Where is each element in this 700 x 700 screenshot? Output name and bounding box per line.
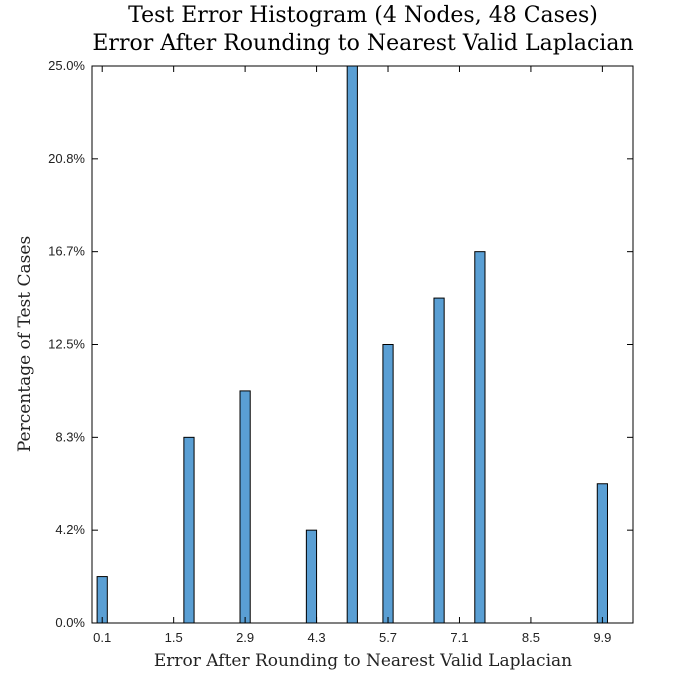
x-tick-label-0: 0.1 — [93, 630, 111, 645]
bar-0 — [96, 576, 108, 624]
y-tick-label-0: 0.0% — [55, 615, 85, 630]
x-tick-label-1: 1.5 — [165, 630, 183, 645]
plot-area-frame — [91, 65, 634, 624]
bar-8 — [596, 483, 608, 624]
bars-group — [96, 65, 608, 624]
y-axis-label: Percentage of Test Cases — [15, 236, 35, 452]
ticks-group: 0.1 1.5 2.9 4.3 5.7 7.1 8.5 9.9 0.0% 4.2% 8.3% 12.5… — [48, 58, 633, 645]
x-tick-label-4: 5.7 — [379, 630, 397, 645]
y-tick-label-1: 4.2% — [55, 522, 85, 537]
bar-5 — [382, 344, 394, 624]
x-tick-label-6: 8.5 — [522, 630, 540, 645]
bar-2 — [239, 390, 251, 624]
y-tick-label-6: 25.0% — [48, 58, 85, 73]
chart-title: Test Error Histogram (4 Nodes, 48 Cases) — [128, 3, 598, 28]
bar-6 — [433, 297, 445, 624]
x-tick-label-3: 4.3 — [308, 630, 326, 645]
y-tick-label-4: 16.7% — [48, 244, 85, 259]
x-tick-label-7: 9.9 — [593, 630, 611, 645]
x-tick-label-5: 7.1 — [450, 630, 468, 645]
y-tick-label-5: 20.8% — [48, 151, 85, 166]
bar-1 — [183, 436, 195, 624]
x-axis-label: Error After Rounding to Nearest Valid La… — [154, 651, 572, 671]
y-tick-label-2: 8.3% — [55, 429, 85, 444]
chart-subtitle: Error After Rounding to Nearest Valid La… — [92, 31, 633, 56]
bar-7 — [474, 251, 486, 624]
bar-3 — [305, 529, 318, 624]
bar-4 — [346, 65, 358, 624]
y-tick-label-3: 12.5% — [48, 337, 85, 352]
x-tick-label-2: 2.9 — [236, 630, 254, 645]
